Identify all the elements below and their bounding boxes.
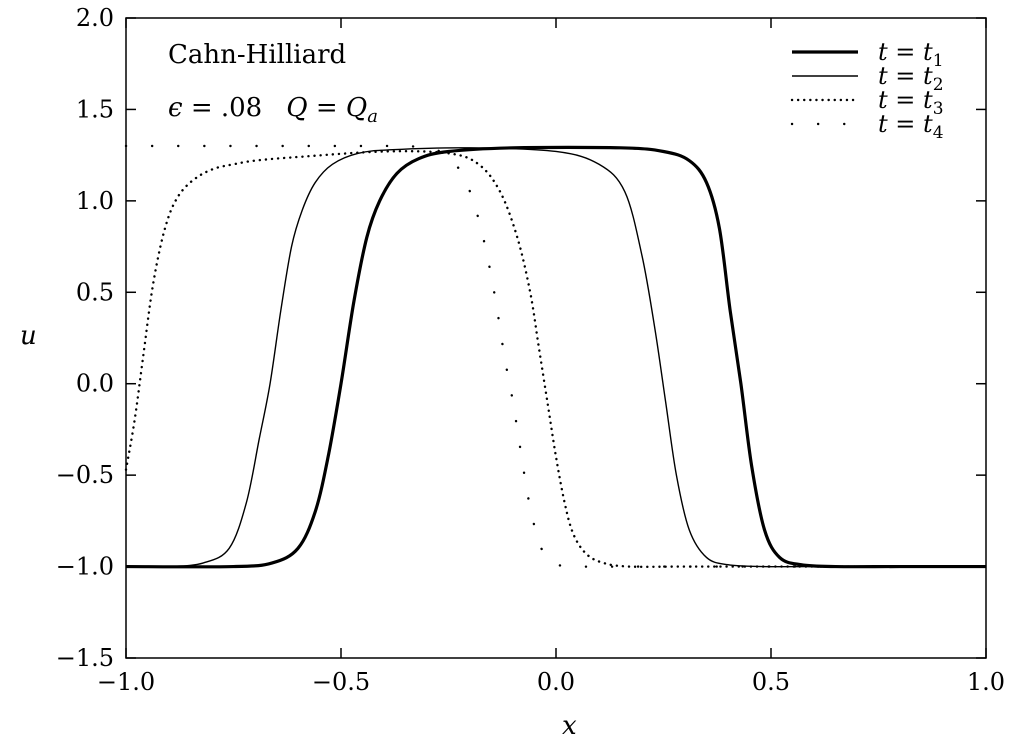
annotation-q-symbol: Q [286, 93, 307, 123]
annotation-eps-symbol: ϵ [168, 93, 183, 123]
y-axis-label: u [20, 321, 37, 351]
x-tick-label: −0.5 [312, 668, 370, 696]
x-tick-label: −1.0 [97, 668, 155, 696]
series-line-4 [124, 144, 988, 568]
x-axis-label: x [562, 711, 577, 741]
legend-label-4: t = t4 [878, 110, 944, 143]
y-tick-label: 1.5 [76, 95, 114, 123]
y-tick-label: 2.0 [76, 4, 114, 32]
annotation-q-subscript: a [367, 106, 378, 127]
legend-label-2: t = t2 [878, 62, 944, 95]
y-tick-label: 0.5 [76, 278, 114, 306]
annotation-eps-value: = .08 [183, 93, 263, 123]
legend-label-3: t = t3 [878, 86, 944, 119]
y-tick-label: 1.0 [76, 187, 114, 215]
annotation-parameters: ϵ = .08 Q = Qa [168, 93, 378, 127]
y-tick-label: 0.0 [76, 370, 114, 398]
x-tick-label: 1.0 [967, 668, 1005, 696]
legend-label-1: t = t1 [878, 38, 944, 71]
series-layer [124, 144, 988, 569]
x-tick-label: 0.5 [752, 668, 790, 696]
annotation-q-rhs: Q [346, 93, 367, 123]
labels-layer: −1.0 −0.5 0.0 0.5 1.0−1.5−1.0−0.50.00.51.01.… [56, 4, 1005, 696]
annotation-model-name: Cahn-Hilliard [168, 40, 346, 70]
legend: t = t1t = t2t = t3t = t4 [790, 38, 944, 143]
y-tick-label: −1.5 [56, 644, 114, 672]
plot-frame [125, 17, 987, 659]
annotation-q-eq: = [308, 93, 346, 123]
x-tick-label: 0.0 [537, 668, 575, 696]
series-line-3 [124, 150, 988, 569]
series-line-2 [125, 147, 986, 568]
y-tick-label: −1.0 [56, 553, 114, 581]
y-tick-label: −0.5 [56, 461, 114, 489]
series-line-1 [125, 145, 986, 569]
